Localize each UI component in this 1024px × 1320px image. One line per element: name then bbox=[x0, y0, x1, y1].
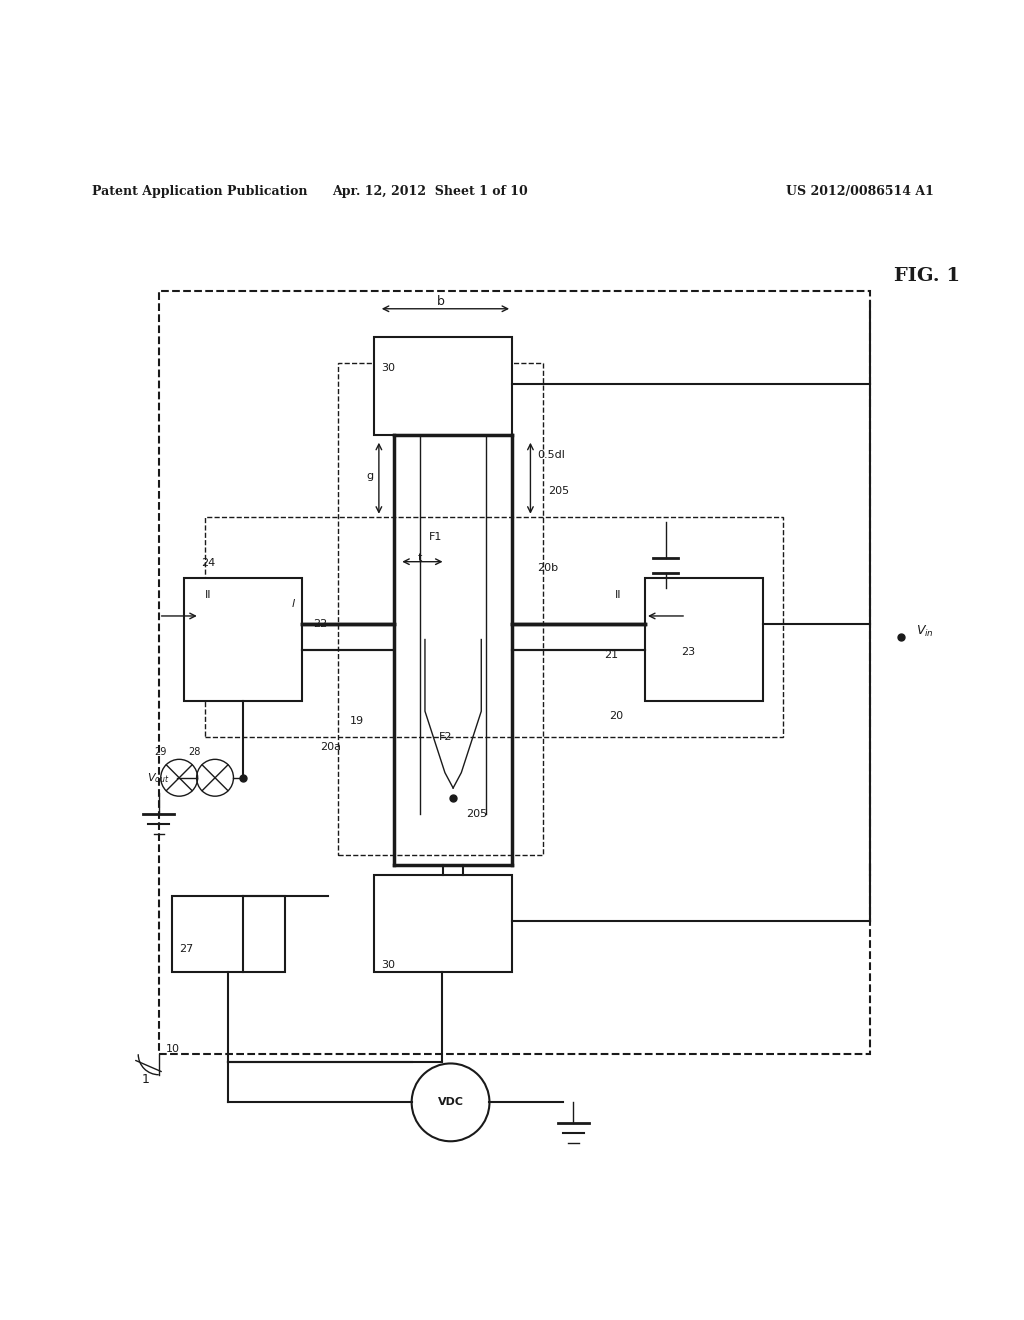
Text: 30: 30 bbox=[381, 960, 395, 970]
Text: 29: 29 bbox=[155, 747, 167, 758]
Text: 205: 205 bbox=[548, 486, 569, 496]
Text: 28: 28 bbox=[188, 747, 201, 758]
Text: US 2012/0086514 A1: US 2012/0086514 A1 bbox=[786, 185, 934, 198]
Text: 20a: 20a bbox=[319, 742, 341, 752]
Text: b: b bbox=[436, 296, 444, 308]
Bar bbox=[184, 578, 302, 701]
Bar bbox=[645, 578, 763, 701]
Text: 0.5dl: 0.5dl bbox=[538, 450, 565, 461]
Text: F2: F2 bbox=[438, 731, 453, 742]
Text: 24: 24 bbox=[201, 558, 215, 568]
Text: 20: 20 bbox=[609, 711, 624, 721]
Text: l: l bbox=[292, 599, 295, 609]
Text: 19: 19 bbox=[350, 717, 365, 726]
Text: $V_{in}$: $V_{in}$ bbox=[916, 624, 935, 639]
Text: Apr. 12, 2012  Sheet 1 of 10: Apr. 12, 2012 Sheet 1 of 10 bbox=[332, 185, 528, 198]
Text: F1: F1 bbox=[428, 532, 442, 543]
Text: II: II bbox=[205, 590, 211, 601]
Text: 1: 1 bbox=[141, 1073, 150, 1086]
Text: 21: 21 bbox=[604, 649, 618, 660]
Text: 22: 22 bbox=[313, 619, 328, 630]
Text: 23: 23 bbox=[681, 647, 695, 657]
Text: t: t bbox=[418, 553, 422, 562]
Bar bbox=[374, 875, 512, 973]
Bar bbox=[374, 338, 512, 434]
Bar bbox=[172, 895, 285, 973]
Text: 30: 30 bbox=[381, 363, 395, 374]
Text: 27: 27 bbox=[179, 944, 194, 954]
Text: 205: 205 bbox=[466, 809, 487, 818]
Text: FIG. 1: FIG. 1 bbox=[894, 267, 959, 285]
Text: VDC: VDC bbox=[437, 1097, 464, 1107]
Text: II: II bbox=[614, 590, 621, 601]
Text: g: g bbox=[367, 471, 374, 480]
Text: 10: 10 bbox=[166, 1044, 180, 1055]
Text: 20b: 20b bbox=[538, 562, 559, 573]
Text: $V_{out}$: $V_{out}$ bbox=[147, 771, 170, 784]
Text: Patent Application Publication: Patent Application Publication bbox=[92, 185, 307, 198]
